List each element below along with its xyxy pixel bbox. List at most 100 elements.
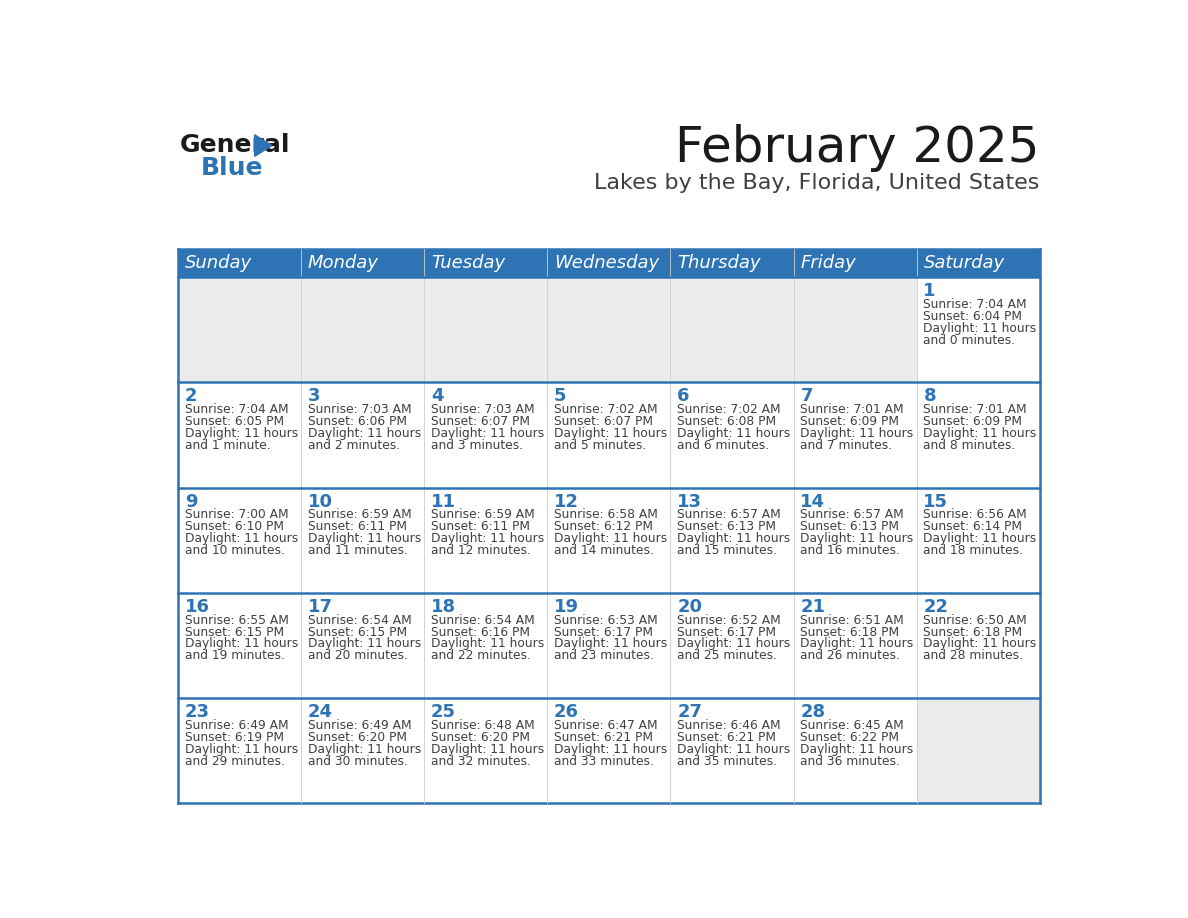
Text: 2: 2: [184, 387, 197, 406]
Bar: [548, 277, 670, 383]
Bar: [917, 698, 1040, 803]
Bar: [670, 487, 794, 593]
Text: Sunrise: 6:56 AM: Sunrise: 6:56 AM: [923, 509, 1028, 521]
Text: Sunset: 6:06 PM: Sunset: 6:06 PM: [308, 415, 406, 428]
Text: 11: 11: [431, 493, 456, 510]
Text: Sunset: 6:11 PM: Sunset: 6:11 PM: [431, 521, 530, 533]
Text: Sunset: 6:08 PM: Sunset: 6:08 PM: [677, 415, 776, 428]
Text: Sunset: 6:20 PM: Sunset: 6:20 PM: [308, 731, 406, 744]
Text: Sunday: Sunday: [184, 254, 252, 272]
Text: 16: 16: [184, 598, 210, 616]
Bar: [917, 277, 1040, 383]
Text: Sunset: 6:22 PM: Sunset: 6:22 PM: [801, 731, 899, 744]
Text: Daylight: 11 hours: Daylight: 11 hours: [308, 743, 421, 756]
Text: Friday: Friday: [801, 254, 857, 272]
Bar: [424, 277, 548, 383]
Text: Sunset: 6:05 PM: Sunset: 6:05 PM: [184, 415, 284, 428]
Text: Daylight: 11 hours: Daylight: 11 hours: [677, 637, 790, 651]
Text: Daylight: 11 hours: Daylight: 11 hours: [431, 532, 544, 545]
Text: Daylight: 11 hours: Daylight: 11 hours: [677, 427, 790, 440]
Text: 19: 19: [554, 598, 579, 616]
Text: Daylight: 11 hours: Daylight: 11 hours: [431, 637, 544, 651]
Text: Sunrise: 6:59 AM: Sunrise: 6:59 AM: [308, 509, 411, 521]
Text: Sunset: 6:07 PM: Sunset: 6:07 PM: [431, 415, 530, 428]
Text: Sunset: 6:15 PM: Sunset: 6:15 PM: [184, 625, 284, 639]
Text: Daylight: 11 hours: Daylight: 11 hours: [308, 532, 421, 545]
Text: Sunrise: 6:49 AM: Sunrise: 6:49 AM: [308, 719, 411, 732]
Text: Sunset: 6:17 PM: Sunset: 6:17 PM: [554, 625, 653, 639]
Text: Daylight: 11 hours: Daylight: 11 hours: [431, 427, 544, 440]
Text: Daylight: 11 hours: Daylight: 11 hours: [308, 637, 421, 651]
Text: Sunrise: 6:48 AM: Sunrise: 6:48 AM: [431, 719, 535, 732]
Text: Sunrise: 7:03 AM: Sunrise: 7:03 AM: [308, 403, 411, 416]
Text: Sunrise: 6:57 AM: Sunrise: 6:57 AM: [801, 509, 904, 521]
Bar: [794, 383, 917, 487]
Text: Sunset: 6:16 PM: Sunset: 6:16 PM: [431, 625, 530, 639]
Text: 22: 22: [923, 598, 948, 616]
Text: Sunrise: 6:52 AM: Sunrise: 6:52 AM: [677, 613, 781, 627]
Text: and 10 minutes.: and 10 minutes.: [184, 544, 285, 557]
Text: and 30 minutes.: and 30 minutes.: [308, 755, 407, 767]
Text: Sunrise: 6:59 AM: Sunrise: 6:59 AM: [431, 509, 535, 521]
Bar: [424, 698, 548, 803]
Text: and 15 minutes.: and 15 minutes.: [677, 544, 777, 557]
Bar: [178, 593, 301, 698]
Text: 5: 5: [554, 387, 567, 406]
Text: Sunrise: 7:01 AM: Sunrise: 7:01 AM: [801, 403, 904, 416]
Text: Daylight: 11 hours: Daylight: 11 hours: [923, 532, 1037, 545]
Text: General: General: [179, 133, 290, 157]
Bar: [424, 383, 548, 487]
Bar: [548, 698, 670, 803]
Text: 1: 1: [923, 282, 936, 300]
Text: Daylight: 11 hours: Daylight: 11 hours: [923, 637, 1037, 651]
Text: Daylight: 11 hours: Daylight: 11 hours: [431, 743, 544, 756]
Text: and 20 minutes.: and 20 minutes.: [308, 649, 407, 663]
Bar: [178, 277, 301, 383]
Text: and 29 minutes.: and 29 minutes.: [184, 755, 285, 767]
Text: Sunset: 6:15 PM: Sunset: 6:15 PM: [308, 625, 407, 639]
Text: and 28 minutes.: and 28 minutes.: [923, 649, 1023, 663]
Bar: [917, 593, 1040, 698]
Bar: [178, 487, 301, 593]
Text: Sunrise: 7:01 AM: Sunrise: 7:01 AM: [923, 403, 1028, 416]
Text: Sunset: 6:04 PM: Sunset: 6:04 PM: [923, 310, 1023, 323]
Text: Lakes by the Bay, Florida, United States: Lakes by the Bay, Florida, United States: [594, 174, 1040, 194]
Text: Sunset: 6:21 PM: Sunset: 6:21 PM: [554, 731, 653, 744]
Text: and 23 minutes.: and 23 minutes.: [554, 649, 653, 663]
Text: Saturday: Saturday: [923, 254, 1005, 272]
Text: Daylight: 11 hours: Daylight: 11 hours: [554, 427, 668, 440]
Text: Sunset: 6:13 PM: Sunset: 6:13 PM: [801, 521, 899, 533]
Text: Sunset: 6:20 PM: Sunset: 6:20 PM: [431, 731, 530, 744]
Text: 8: 8: [923, 387, 936, 406]
Text: and 16 minutes.: and 16 minutes.: [801, 544, 901, 557]
Text: Sunset: 6:18 PM: Sunset: 6:18 PM: [801, 625, 899, 639]
Text: 28: 28: [801, 703, 826, 721]
Text: Daylight: 11 hours: Daylight: 11 hours: [801, 427, 914, 440]
Bar: [424, 487, 548, 593]
Text: Sunset: 6:17 PM: Sunset: 6:17 PM: [677, 625, 776, 639]
Text: Daylight: 11 hours: Daylight: 11 hours: [554, 532, 668, 545]
Text: and 3 minutes.: and 3 minutes.: [431, 439, 523, 452]
Text: Daylight: 11 hours: Daylight: 11 hours: [184, 637, 298, 651]
Text: 9: 9: [184, 493, 197, 510]
Text: Sunrise: 7:02 AM: Sunrise: 7:02 AM: [677, 403, 781, 416]
Bar: [917, 487, 1040, 593]
Text: 26: 26: [554, 703, 579, 721]
Text: Daylight: 11 hours: Daylight: 11 hours: [184, 743, 298, 756]
Bar: [917, 383, 1040, 487]
Text: 6: 6: [677, 387, 690, 406]
Text: and 33 minutes.: and 33 minutes.: [554, 755, 653, 767]
Text: Daylight: 11 hours: Daylight: 11 hours: [184, 427, 298, 440]
Text: Sunrise: 6:54 AM: Sunrise: 6:54 AM: [308, 613, 411, 627]
Bar: [301, 487, 424, 593]
Text: 4: 4: [431, 387, 443, 406]
Text: 25: 25: [431, 703, 456, 721]
Text: Thursday: Thursday: [677, 254, 760, 272]
Text: Tuesday: Tuesday: [431, 254, 505, 272]
Text: Daylight: 11 hours: Daylight: 11 hours: [923, 427, 1037, 440]
Text: 15: 15: [923, 493, 948, 510]
Text: Daylight: 11 hours: Daylight: 11 hours: [923, 322, 1037, 335]
Text: and 6 minutes.: and 6 minutes.: [677, 439, 770, 452]
Text: Sunrise: 7:04 AM: Sunrise: 7:04 AM: [923, 298, 1028, 311]
Text: and 7 minutes.: and 7 minutes.: [801, 439, 892, 452]
